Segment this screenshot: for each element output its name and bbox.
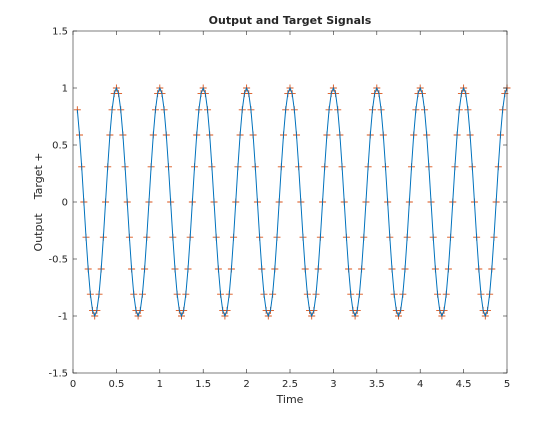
- y-tick-label: 1: [62, 84, 68, 95]
- x-axis-title: Time: [276, 393, 304, 406]
- y-tick-label: -0.5: [48, 255, 68, 266]
- x-tick-label: 2: [243, 379, 249, 390]
- y-tick-label: -1: [58, 312, 68, 323]
- x-axis: 0 0.5 1 1.5 2 2.5 3 3.5 4 4.5 5: [70, 31, 510, 390]
- output-series: [76, 86, 508, 318]
- output-line: [76, 86, 508, 318]
- y-tick-label: 0: [62, 198, 68, 209]
- x-tick-label: 1.5: [195, 379, 211, 390]
- y-axis: -1.5 -1 -0.5 0 0.5 1 1.5: [48, 27, 507, 380]
- x-tick-label: 3.5: [369, 379, 385, 390]
- x-tick-label: 4: [417, 379, 423, 390]
- y-axis-title: Output Target +: [32, 153, 45, 252]
- x-tick-label: 2.5: [282, 379, 298, 390]
- x-tick-label: 1: [157, 379, 163, 390]
- y-tick-label: 1.5: [52, 27, 68, 38]
- x-tick-label: 0.5: [108, 379, 124, 390]
- plot-area: [73, 31, 507, 373]
- chart-title: Output and Target Signals: [209, 14, 372, 27]
- y-tick-label: 0.5: [52, 141, 68, 152]
- x-tick-label: 5: [504, 379, 510, 390]
- y-tick-label: -1.5: [48, 369, 68, 380]
- x-tick-label: 3: [330, 379, 336, 390]
- x-tick-label: 0: [70, 379, 76, 390]
- x-tick-label: 4.5: [456, 379, 472, 390]
